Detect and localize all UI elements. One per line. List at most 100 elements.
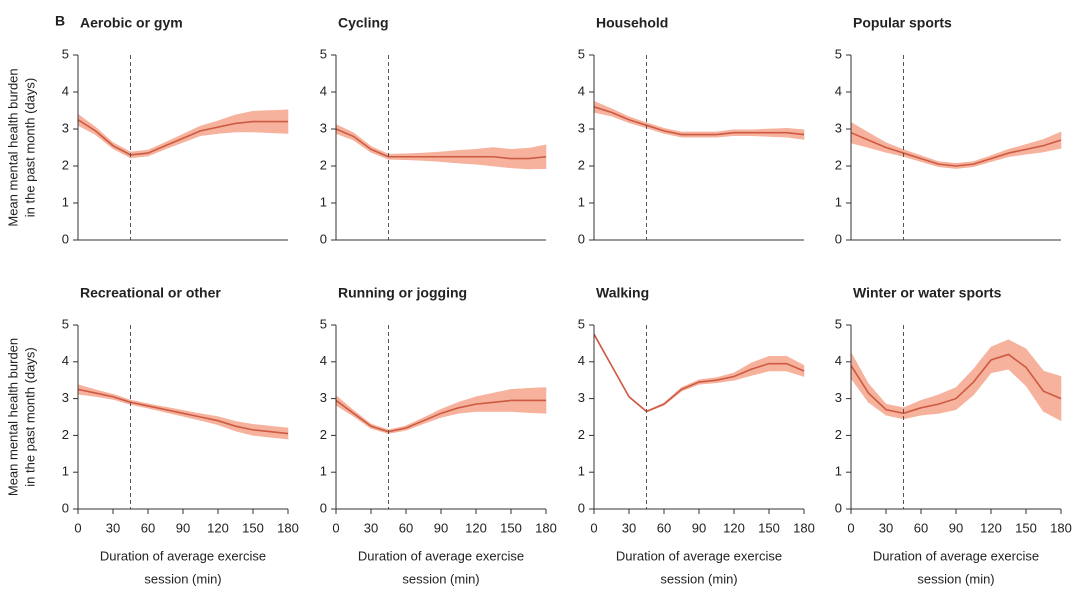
x-tick-label: 30	[622, 520, 636, 535]
x-tick-label: 0	[74, 520, 81, 535]
panel-title: Winter or water sports	[853, 285, 1002, 301]
x-tick-label: 0	[332, 520, 339, 535]
y-tick-label: 4	[835, 353, 842, 368]
y-tick-label: 2	[320, 157, 327, 172]
x-tick-label: 120	[207, 520, 229, 535]
confidence-band	[733, 362, 752, 381]
x-tick-label: 180	[277, 520, 299, 535]
y-tick-label: 2	[578, 157, 585, 172]
trend-line	[335, 399, 546, 433]
panel-title: Running or jogging	[338, 285, 467, 301]
y-tick-label: 1	[62, 194, 69, 209]
x-tick-label: 30	[106, 520, 120, 535]
y-tick-label: 0	[62, 500, 69, 515]
trend-line	[593, 106, 805, 136]
y-tick-label: 1	[835, 194, 842, 209]
x-tick-label: 150	[758, 520, 780, 535]
y-tick-label: 5	[578, 46, 585, 61]
x-axis-label: session (min)	[917, 571, 994, 586]
y-tick-label: 4	[62, 83, 69, 98]
x-tick-label: 90	[434, 520, 448, 535]
y-axis-label: Mean mental health burden	[5, 338, 20, 496]
x-tick-label: 180	[535, 520, 557, 535]
y-tick-label: 4	[578, 83, 585, 98]
y-tick-label: 5	[62, 46, 69, 61]
y-tick-label: 4	[578, 353, 585, 368]
confidence-band	[868, 132, 887, 153]
y-tick-label: 1	[320, 194, 327, 209]
x-tick-label: 120	[465, 520, 487, 535]
y-tick-label: 5	[320, 46, 327, 61]
x-tick-label: 150	[500, 520, 522, 535]
x-tick-label: 60	[914, 520, 928, 535]
confidence-band	[850, 121, 869, 148]
x-axis-label: session (min)	[144, 571, 221, 586]
panel-title: Cycling	[338, 15, 389, 31]
trend-line	[850, 353, 1062, 415]
x-tick-label: 120	[980, 520, 1002, 535]
x-tick-label: 180	[1050, 520, 1072, 535]
y-tick-label: 1	[62, 464, 69, 479]
panel-title: Recreational or other	[80, 285, 221, 301]
y-tick-label: 0	[835, 231, 842, 246]
y-tick-label: 0	[835, 500, 842, 515]
x-axis-label: session (min)	[402, 571, 479, 586]
trend-line	[335, 128, 547, 160]
y-tick-label: 0	[578, 500, 585, 515]
x-axis-label: session (min)	[660, 571, 737, 586]
confidence-band	[1043, 131, 1062, 153]
y-tick-label: 4	[320, 353, 327, 368]
x-axis-label: Duration of average exercise	[873, 548, 1039, 563]
confidence-band	[938, 387, 957, 414]
x-tick-label: 180	[793, 520, 815, 535]
y-tick-label: 3	[62, 120, 69, 135]
y-tick-label: 4	[62, 353, 69, 368]
confidence-band	[1043, 370, 1062, 422]
y-tick-label: 3	[320, 390, 327, 405]
y-tick-label: 0	[320, 231, 327, 246]
confidence-band	[990, 339, 1009, 374]
x-tick-label: 60	[657, 520, 671, 535]
confidence-band	[593, 100, 612, 117]
trend-line	[850, 131, 1062, 167]
y-tick-label: 1	[578, 464, 585, 479]
y-tick-label: 1	[835, 464, 842, 479]
x-axis-label: Duration of average exercise	[358, 548, 524, 563]
y-tick-label: 1	[320, 464, 327, 479]
x-tick-label: 120	[723, 520, 745, 535]
y-tick-label: 0	[62, 231, 69, 246]
y-axis-label: Mean mental health burden	[5, 68, 20, 226]
y-tick-label: 1	[578, 194, 585, 209]
y-tick-label: 0	[578, 231, 585, 246]
panel-title: Aerobic or gym	[80, 15, 183, 31]
y-tick-label: 2	[578, 427, 585, 442]
y-tick-label: 2	[835, 157, 842, 172]
y-tick-label: 5	[320, 316, 327, 331]
x-tick-label: 0	[847, 520, 854, 535]
x-tick-label: 30	[879, 520, 893, 535]
x-tick-label: 60	[399, 520, 413, 535]
confidence-band	[1008, 339, 1027, 387]
x-tick-label: 30	[364, 520, 378, 535]
x-axis-label: Duration of average exercise	[100, 548, 266, 563]
y-tick-label: 2	[62, 157, 69, 172]
figure-label: B	[55, 13, 65, 29]
y-tick-label: 3	[320, 120, 327, 135]
y-tick-label: 3	[62, 390, 69, 405]
y-tick-label: 5	[835, 316, 842, 331]
panel-title: Popular sports	[853, 15, 952, 31]
y-tick-label: 4	[320, 83, 327, 98]
x-tick-label: 150	[1015, 520, 1037, 535]
trend-line	[77, 119, 288, 156]
panel-title: Household	[596, 15, 668, 31]
y-tick-label: 5	[62, 316, 69, 331]
x-tick-label: 60	[141, 520, 155, 535]
y-tick-label: 5	[578, 316, 585, 331]
x-tick-label: 150	[242, 520, 264, 535]
confidence-band	[850, 351, 869, 404]
y-tick-label: 2	[835, 427, 842, 442]
y-tick-label: 3	[578, 390, 585, 405]
y-tick-label: 2	[320, 427, 327, 442]
y-tick-label: 3	[835, 390, 842, 405]
